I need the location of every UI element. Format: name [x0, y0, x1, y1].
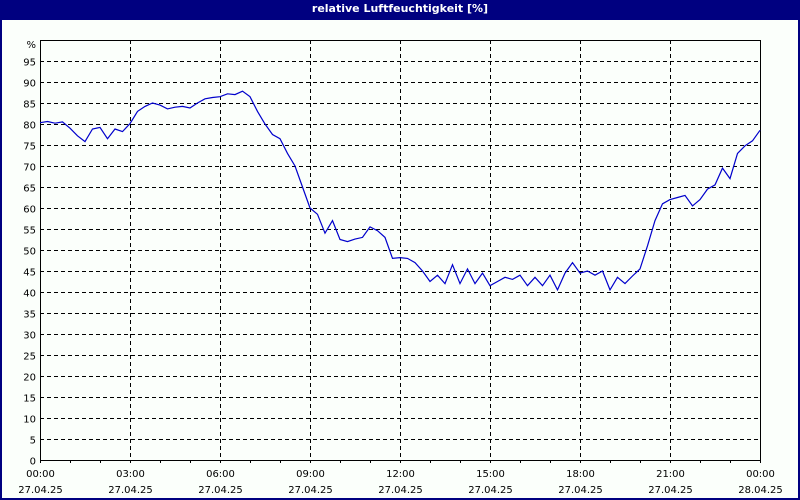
y-tick-label: 10: [23, 415, 36, 426]
y-tick-label: 0: [30, 457, 36, 468]
x-tick-date: 27.04.25: [198, 485, 243, 496]
x-tick-date: 27.04.25: [378, 485, 423, 496]
y-tick-label: 20: [23, 373, 36, 384]
y-tick-label: 80: [23, 121, 36, 132]
y-tick-label: 85: [23, 100, 36, 111]
x-tick-time: 06:00: [206, 469, 235, 480]
y-tick-label: 25: [23, 352, 36, 363]
y-tick-label: 40: [23, 289, 36, 300]
x-tick-time: 00:00: [26, 469, 55, 480]
y-tick-label: 30: [23, 331, 36, 342]
x-tick-time: 09:00: [296, 469, 325, 480]
y-tick-label: 65: [23, 184, 36, 195]
y-tick-label: 75: [23, 142, 36, 153]
x-tick-date: 27.04.25: [558, 485, 603, 496]
x-tick-date: 27.04.25: [18, 485, 63, 496]
y-tick-label: 55: [23, 226, 36, 237]
y-tick-label: 60: [23, 205, 36, 216]
x-tick-time: 15:00: [476, 469, 505, 480]
x-tick-time: 18:00: [566, 469, 595, 480]
x-tick-date: 27.04.25: [108, 485, 153, 496]
y-tick-label: 95: [23, 58, 36, 69]
x-tick-date: 27.04.25: [468, 485, 513, 496]
x-tick-time: 12:00: [386, 469, 415, 480]
y-tick-label: 15: [23, 394, 36, 405]
y-tick-label: 50: [23, 247, 36, 258]
x-tick-time: 03:00: [116, 469, 145, 480]
y-tick-label: 5: [30, 436, 36, 447]
x-tick-date: 27.04.25: [288, 485, 333, 496]
y-unit-label: %: [26, 40, 36, 51]
y-tick-label: 35: [23, 310, 36, 321]
chart-title: relative Luftfeuchtigkeit [%]: [311, 2, 489, 15]
x-tick-date: 27.04.25: [648, 485, 693, 496]
y-tick-label: 70: [23, 163, 36, 174]
x-tick-date: 28.04.25: [738, 485, 783, 496]
x-tick-time: 21:00: [656, 469, 685, 480]
y-tick-label: 90: [23, 79, 36, 90]
x-tick-time: 00:00: [746, 469, 775, 480]
y-tick-label: 45: [23, 268, 36, 279]
humidity-series-line: [39, 90, 761, 292]
